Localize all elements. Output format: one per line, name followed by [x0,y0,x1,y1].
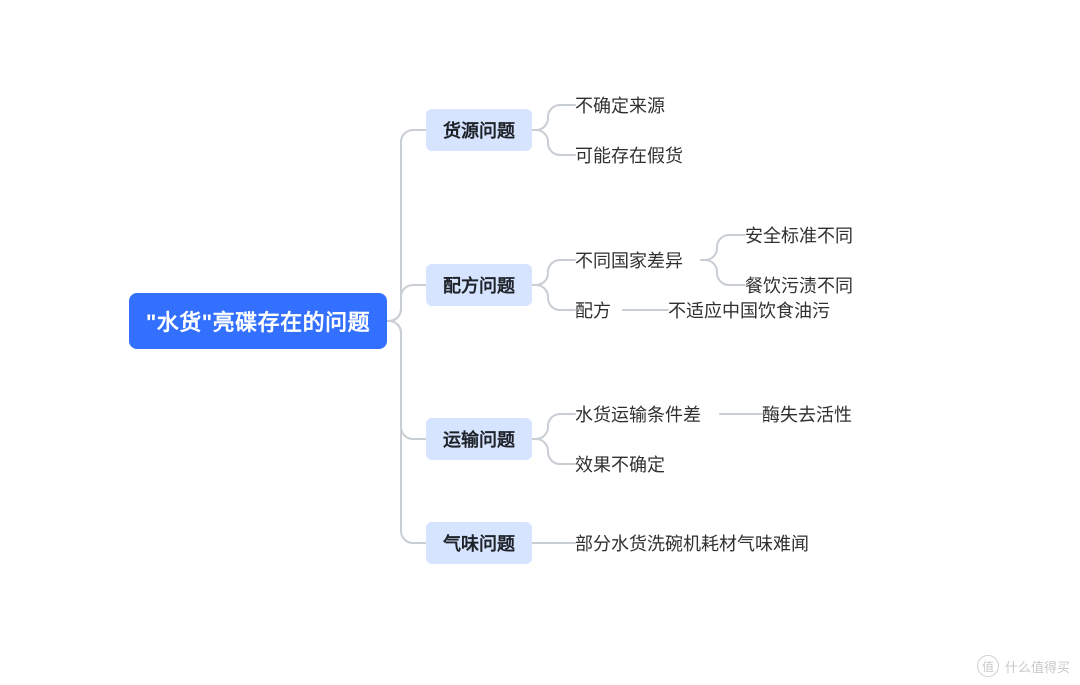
branch-smell-issue[interactable]: 气味问题 [426,522,532,564]
leaf-label: 可能存在假货 [575,142,683,168]
watermark-text: 什么值得买 [1005,657,1070,676]
leaf-formula[interactable]: 配方 [575,299,623,321]
root-label: "水货"亮碟存在的问题 [146,305,370,337]
branch-label: 运输问题 [443,426,515,452]
leaf-enzyme-inactive[interactable]: 酶失去活性 [762,403,872,425]
leaf-label: 不确定来源 [575,92,665,118]
leaf-safety-standard-diff[interactable]: 安全标准不同 [745,224,875,246]
leaf-poor-shipping[interactable]: 水货运输条件差 [575,403,720,425]
watermark: 值 什么值得买 [977,655,1070,677]
branch-source-issue[interactable]: 货源问题 [426,109,532,151]
leaf-uncertain-effect[interactable]: 效果不确定 [575,453,685,475]
leaf-label: 酶失去活性 [762,401,852,427]
leaf-possible-fake[interactable]: 可能存在假货 [575,144,715,166]
leaf-label: 部分水货洗碗机耗材气味难闻 [575,530,809,556]
leaf-label: 效果不确定 [575,451,665,477]
leaf-label: 安全标准不同 [745,222,853,248]
leaf-not-fit-chinese-oil[interactable]: 不适应中国饮食油污 [668,299,868,321]
leaf-label: 水货运输条件差 [575,401,701,427]
branch-shipping-issue[interactable]: 运输问题 [426,418,532,460]
leaf-label: 不同国家差异 [575,247,683,273]
branch-label: 货源问题 [443,117,515,143]
branch-label: 配方问题 [443,272,515,298]
watermark-icon-text: 值 [982,658,994,675]
leaf-uncertain-source[interactable]: 不确定来源 [575,94,695,116]
branch-label: 气味问题 [443,530,515,556]
branch-formula-issue[interactable]: 配方问题 [426,264,532,306]
leaf-label: 不适应中国饮食油污 [668,297,830,323]
leaf-bad-smell[interactable]: 部分水货洗碗机耗材气味难闻 [575,532,845,554]
watermark-icon: 值 [977,655,999,677]
leaf-label: 餐饮污渍不同 [745,272,853,298]
leaf-stain-diff[interactable]: 餐饮污渍不同 [745,274,875,296]
mindmap-root[interactable]: "水货"亮碟存在的问题 [129,293,387,349]
leaf-label: 配方 [575,297,611,323]
leaf-country-difference[interactable]: 不同国家差异 [575,249,701,271]
